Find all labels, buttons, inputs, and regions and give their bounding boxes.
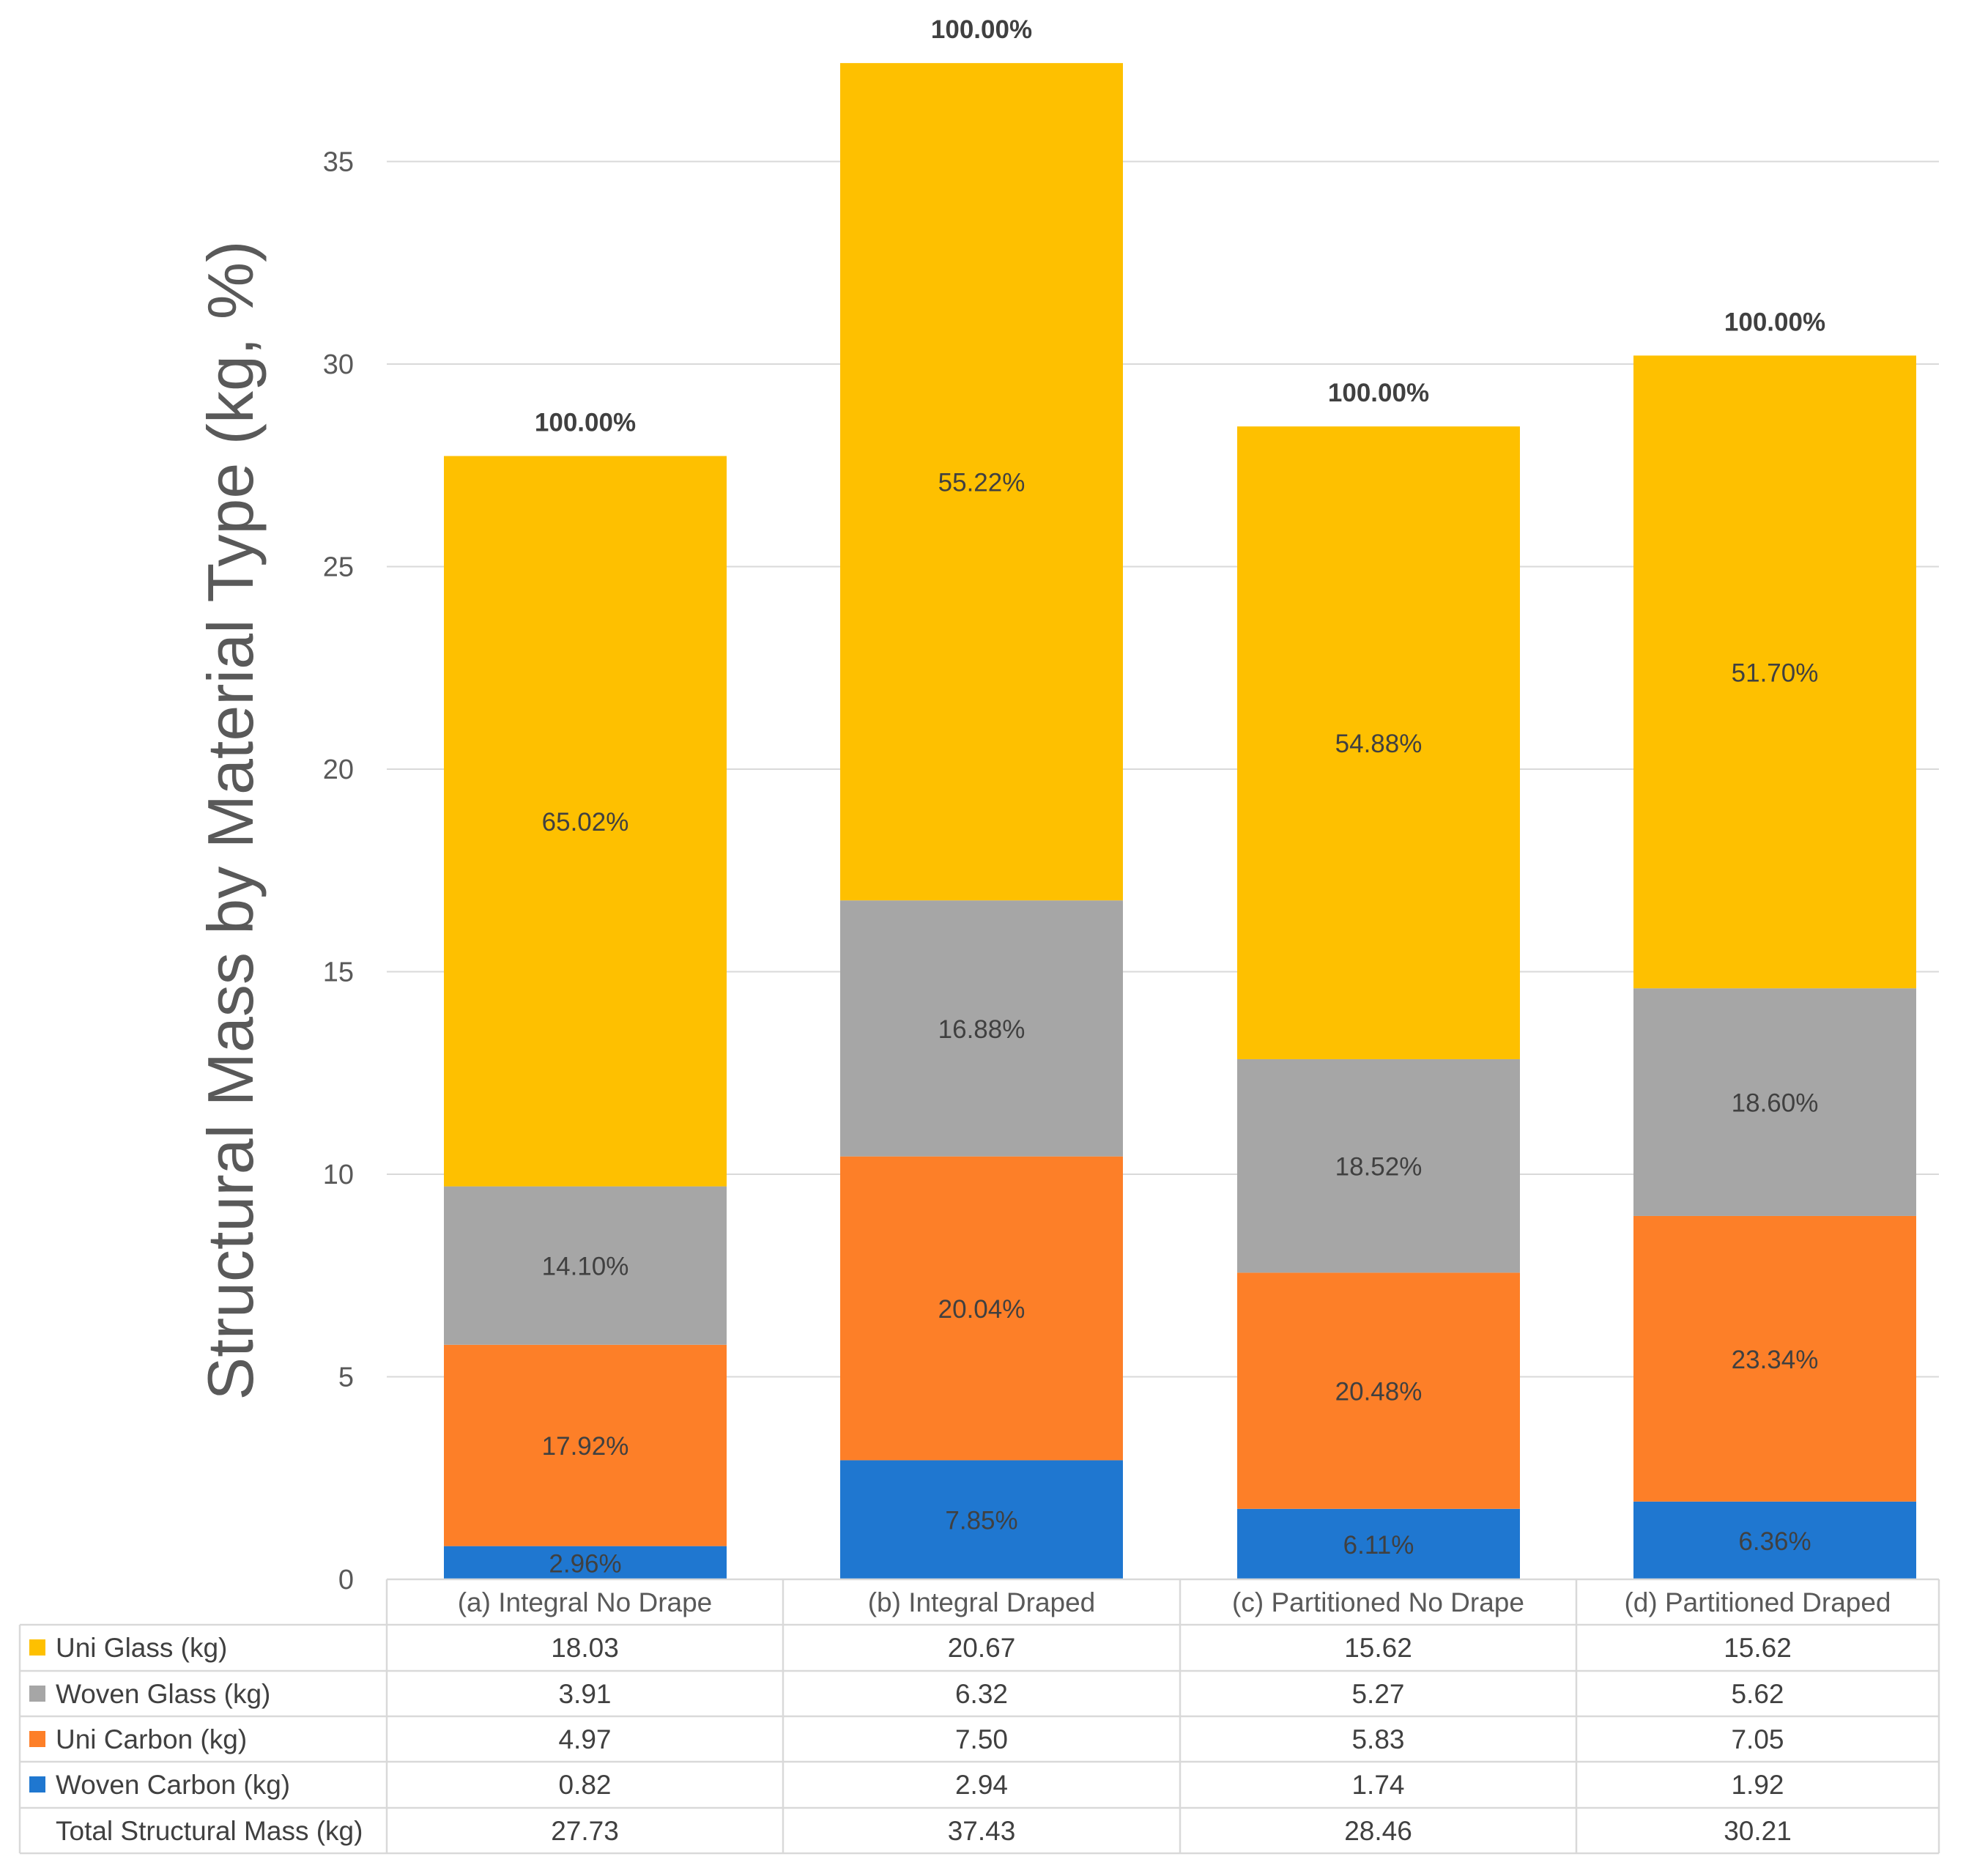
table-cell: 28.46 [1344, 1816, 1412, 1846]
y-tick-label: 15 [323, 957, 354, 988]
table-row-label: Total Structural Mass (kg) [56, 1816, 363, 1846]
table-category-header: (b) Integral Draped [868, 1587, 1096, 1617]
table-cell: 6.32 [955, 1679, 1008, 1709]
table-cell: 0.82 [558, 1770, 611, 1800]
total-pct-label: 100.00% [931, 15, 1032, 44]
bar-segment-woven-glass-kg [1237, 1059, 1520, 1273]
bars [444, 63, 1916, 1579]
y-tick-label: 5 [338, 1362, 354, 1393]
segment-pct-label: 65.02% [542, 808, 629, 837]
total-pct-label: 100.00% [1328, 379, 1429, 407]
y-axis-ticks: 0 5 10 15 20 25 30 35 [323, 147, 354, 1596]
bar-segment-uni-glass-kg [840, 63, 1123, 901]
segment-pct-label: 14.10% [542, 1253, 629, 1281]
y-tick-label: 10 [323, 1160, 354, 1190]
bar-segment-uni-glass-kg [444, 456, 727, 1187]
legend-swatch [29, 1731, 45, 1747]
bar-segment-woven-glass-kg [444, 1186, 727, 1345]
y-tick-label: 35 [323, 147, 354, 178]
legend-swatch [29, 1776, 45, 1792]
table-cell: 7.50 [955, 1724, 1008, 1754]
table-cell: 27.73 [551, 1816, 619, 1846]
segment-pct-label: 23.34% [1732, 1346, 1819, 1374]
segment-pct-label: 17.92% [542, 1432, 629, 1461]
bar-segment-uni-glass-kg [1237, 426, 1520, 1059]
table-cell: 15.62 [1344, 1633, 1412, 1663]
table-cell: 1.92 [1731, 1770, 1784, 1800]
segment-pct-label: 7.85% [945, 1507, 1017, 1535]
table-cell: 2.94 [955, 1770, 1008, 1800]
table-row-label: Woven Glass (kg) [56, 1679, 270, 1709]
table-cell: 3.91 [558, 1679, 611, 1709]
y-tick-label: 30 [323, 349, 354, 380]
segment-pct-label: 18.60% [1732, 1089, 1819, 1118]
bar-segment-uni-carbon-kg [1633, 1215, 1916, 1502]
segment-pct-label: 18.52% [1335, 1153, 1423, 1182]
table-category-header: (c) Partitioned No Drape [1232, 1587, 1524, 1617]
segment-pct-label: 51.70% [1732, 659, 1819, 687]
table-cell: 30.21 [1724, 1816, 1792, 1846]
bar-segment-uni-glass-kg [1633, 355, 1916, 989]
bar-segment-woven-glass-kg [1633, 988, 1916, 1216]
segment-pct-label: 2.96% [549, 1549, 621, 1578]
table-category-header: (d) Partitioned Draped [1624, 1587, 1891, 1617]
total-pct-label: 100.00% [1724, 308, 1825, 336]
segment-pct-label: 16.88% [938, 1015, 1025, 1044]
bar-segment-woven-carbon-kg [444, 1546, 727, 1579]
legend-swatch [29, 1686, 45, 1702]
table-cell: 7.05 [1731, 1724, 1784, 1754]
bar-segment-woven-carbon-kg [1633, 1501, 1916, 1579]
table-row-label: Uni Glass (kg) [56, 1633, 227, 1663]
segment-pct-label: 20.04% [938, 1295, 1025, 1324]
table-cell: 37.43 [948, 1816, 1016, 1846]
table-category-header: (a) Integral No Drape [458, 1587, 713, 1617]
segment-pct-label: 55.22% [938, 469, 1025, 497]
y-tick-label: 25 [323, 552, 354, 583]
bar-segment-uni-carbon-kg [1237, 1272, 1520, 1509]
table-cell: 5.27 [1351, 1679, 1404, 1709]
table-cell: 5.62 [1731, 1679, 1784, 1709]
y-tick-label: 20 [323, 755, 354, 785]
data-table: (a) Integral No Drape (b) Integral Draped… [18, 1578, 1940, 1855]
segment-pct-label: 54.88% [1335, 730, 1423, 758]
table-cell: 1.74 [1351, 1770, 1404, 1800]
y-axis-title: Structural Mass by Material Type (kg, %) [194, 241, 267, 1401]
segment-pct-label: 6.11% [1343, 1531, 1414, 1560]
bar-segment-woven-glass-kg [840, 900, 1123, 1157]
table-cell: 4.97 [558, 1724, 611, 1754]
table-cell: 18.03 [551, 1633, 619, 1663]
table-row-label: Woven Carbon (kg) [56, 1770, 290, 1800]
table-row-label: Uni Carbon (kg) [56, 1724, 247, 1754]
bar-segment-woven-carbon-kg [1237, 1508, 1520, 1579]
table-cell: 15.62 [1724, 1633, 1792, 1663]
legend-swatch [29, 1639, 45, 1656]
segment-pct-label: 6.36% [1738, 1527, 1811, 1556]
bar-segment-uni-carbon-kg [840, 1156, 1123, 1461]
data-labels: 2.96% 17.92% 14.10% 65.02% 100.00% 7.85% 20.04… [535, 15, 1825, 1578]
bar-segment-uni-carbon-kg [444, 1344, 727, 1546]
table-cell: 5.83 [1351, 1724, 1404, 1754]
table-cell: 20.67 [948, 1633, 1016, 1663]
bar-segment-woven-carbon-kg [840, 1460, 1123, 1579]
y-tick-label: 0 [338, 1565, 354, 1595]
segment-pct-label: 20.48% [1335, 1378, 1423, 1406]
total-pct-label: 100.00% [535, 409, 636, 437]
